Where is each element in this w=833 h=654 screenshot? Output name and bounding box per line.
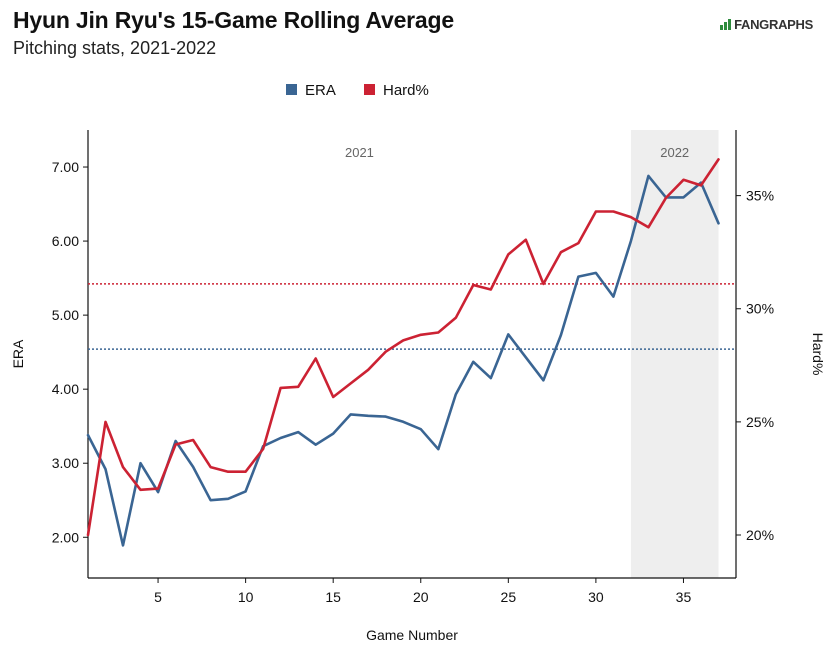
brand-text: FANGRAPHS — [734, 17, 813, 32]
season-shade-2022 — [630, 130, 719, 578]
y-right-tick-label: 30% — [746, 301, 774, 317]
y-left-tick-label: 7.00 — [52, 159, 79, 175]
x-tick-label: 25 — [501, 589, 517, 605]
fangraphs-logo: FANGRAPHS — [720, 17, 813, 32]
axes-layer: 5 10 15 20 25 30 35 2.00 3.00 4.00 5.00 6.00 7.00 20%… — [10, 130, 826, 643]
x-tick-label: 15 — [325, 589, 341, 605]
y-right-axis-title: Hard% — [810, 333, 826, 376]
series-line-era — [86, 174, 720, 547]
legend-swatch-era — [286, 84, 297, 95]
fangraphs-mark-icon — [720, 19, 732, 30]
x-tick-label: 20 — [413, 589, 429, 605]
series-line-hard — [86, 158, 720, 537]
legend-label-era: ERA — [305, 82, 336, 99]
chart-subtitle: Pitching stats, 2021-2022 — [13, 38, 217, 58]
y-left-tick-label: 4.00 — [52, 381, 79, 397]
season-label-2022: 2022 — [660, 145, 689, 160]
y-left-tick-label: 6.00 — [52, 233, 79, 249]
y-right-tick-label: 35% — [746, 188, 774, 204]
legend-swatch-hard — [364, 84, 375, 95]
x-tick-label: 10 — [238, 589, 254, 605]
x-tick-label: 35 — [676, 589, 692, 605]
y-right-tick-label: 20% — [746, 527, 774, 543]
y-left-tick-label: 2.00 — [52, 529, 79, 545]
x-tick-label: 30 — [588, 589, 604, 605]
season-label-2021: 2021 — [345, 145, 374, 160]
y-right-tick-label: 25% — [746, 414, 774, 430]
season-shade-layer: 2021 2022 — [345, 130, 719, 578]
chart-title: Hyun Jin Ryu's 15-Game Rolling Average — [13, 7, 454, 33]
legend: ERA Hard% — [286, 82, 429, 99]
x-tick-label: 5 — [154, 589, 162, 605]
series-lines — [86, 158, 720, 547]
reference-lines — [88, 283, 736, 350]
y-left-tick-label: 3.00 — [52, 455, 79, 471]
legend-label-hard: Hard% — [383, 82, 429, 99]
y-left-tick-label: 5.00 — [52, 307, 79, 323]
x-axis-title: Game Number — [366, 627, 458, 643]
y-left-axis-title: ERA — [10, 339, 26, 368]
